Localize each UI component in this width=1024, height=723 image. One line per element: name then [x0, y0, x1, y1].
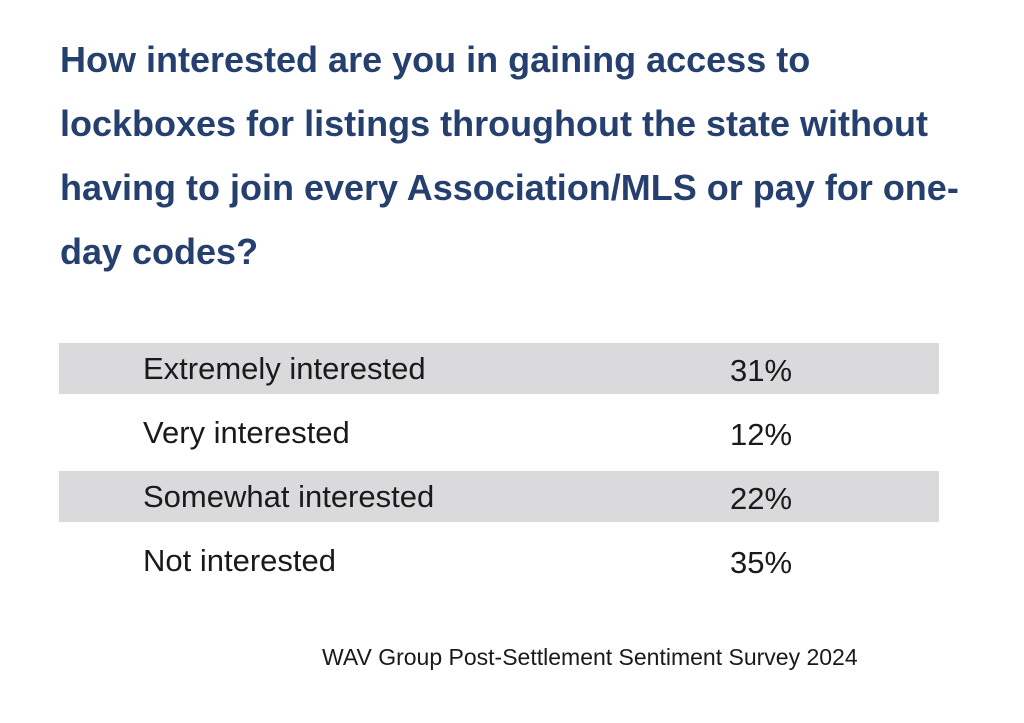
- source-note: WAV Group Post-Settlement Sentiment Surv…: [322, 644, 858, 670]
- row-label: Somewhat interested: [143, 479, 435, 514]
- chart-title: How interested are you in gaining access…: [60, 39, 959, 272]
- row-shade: [59, 343, 939, 394]
- row-label: Very interested: [143, 415, 350, 450]
- row-value: 12%: [730, 417, 793, 452]
- table-row: Extremely interested 31%: [59, 343, 939, 407]
- results-table: Extremely interested 31% Very interested…: [59, 343, 939, 599]
- row-value: 35%: [730, 545, 793, 580]
- row-label: Not interested: [143, 543, 336, 578]
- row-shade: [59, 471, 939, 522]
- table-row: Very interested 12%: [59, 407, 939, 471]
- row-value: 31%: [730, 353, 793, 388]
- row-label: Extremely interested: [143, 351, 426, 386]
- table-row: Not interested 35%: [59, 535, 939, 599]
- row-value: 22%: [730, 481, 793, 516]
- table-row: Somewhat interested 22%: [59, 471, 939, 535]
